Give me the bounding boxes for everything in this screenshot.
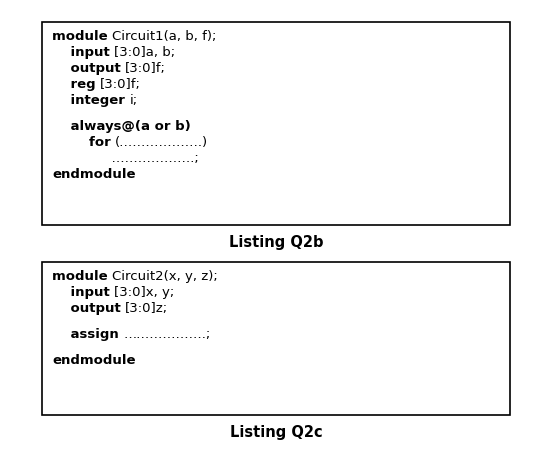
Text: Circuit1(a, b, f);: Circuit1(a, b, f);	[112, 30, 216, 43]
Text: endmodule: endmodule	[52, 168, 135, 181]
Text: (……………….): (……………….)	[115, 136, 209, 149]
Text: assign: assign	[52, 328, 124, 341]
Text: output: output	[52, 62, 125, 75]
Text: i;: i;	[130, 94, 137, 107]
Text: input: input	[52, 286, 114, 299]
Text: [3:0]a, b;: [3:0]a, b;	[114, 46, 176, 59]
Text: ……………….;: ……………….;	[124, 328, 211, 341]
Text: input: input	[52, 46, 114, 59]
Text: Circuit2(x, y, z);: Circuit2(x, y, z);	[112, 270, 218, 283]
Text: for: for	[52, 136, 115, 149]
Text: ……………….;: ……………….;	[52, 152, 199, 165]
Bar	[42, 22, 510, 225]
Bar	[42, 262, 510, 415]
Text: always@(a or b): always@(a or b)	[52, 120, 191, 133]
Text: Listing Q2c: Listing Q2c	[230, 424, 322, 439]
Text: reg: reg	[52, 78, 100, 91]
Text: module: module	[52, 30, 112, 43]
Text: [3:0]f;: [3:0]f;	[100, 78, 141, 91]
Text: [3:0]z;: [3:0]z;	[125, 302, 168, 315]
Text: [3:0]x, y;: [3:0]x, y;	[114, 286, 174, 299]
Text: [3:0]f;: [3:0]f;	[125, 62, 166, 75]
Text: endmodule: endmodule	[52, 354, 135, 367]
Text: Listing Q2b: Listing Q2b	[229, 235, 323, 250]
Text: integer: integer	[52, 94, 130, 107]
Text: module: module	[52, 270, 112, 283]
Text: output: output	[52, 302, 125, 315]
